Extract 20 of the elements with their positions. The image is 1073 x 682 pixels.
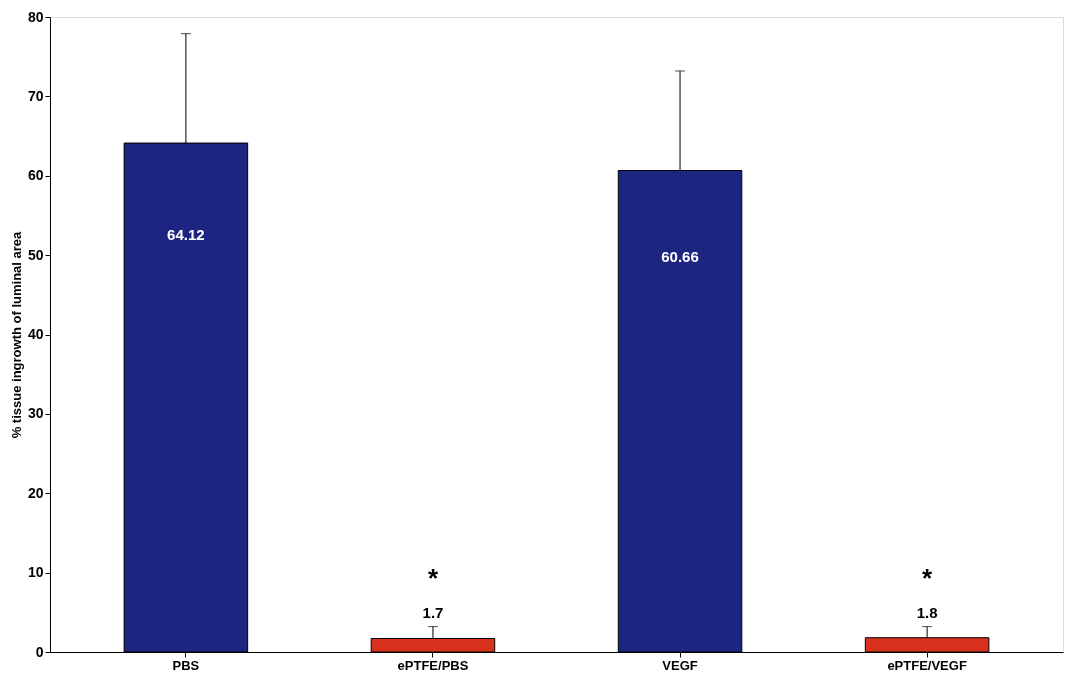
y-tick-label: 60	[27, 167, 44, 184]
data-label: 1.8	[916, 603, 938, 621]
y-tick-label: 50	[27, 246, 44, 263]
x-tick-label: VEGF	[662, 657, 698, 673]
x-tick-label: ePTFE/VEGF	[887, 657, 967, 673]
y-tick-label: 40	[27, 326, 44, 342]
y-tick-label: 70	[27, 87, 44, 104]
x-tick-label: ePTFE/PBS	[397, 657, 469, 673]
y-tick-label: 20	[27, 484, 44, 501]
y-tick-label: 30	[27, 405, 44, 422]
y-tick-label: 10	[27, 564, 44, 581]
data-label: 60.66	[661, 248, 699, 266]
annotation: *	[427, 562, 439, 593]
y-tick-label: 0	[35, 643, 44, 660]
data-label: 1.7	[422, 603, 444, 621]
y-axis-title: % tissue ingrowth of luminal area	[8, 230, 24, 439]
x-tick-label: PBS	[172, 657, 200, 673]
data-label: 64.12	[167, 225, 205, 243]
y-tick-label: 80	[27, 8, 44, 25]
annotation: *	[922, 562, 934, 593]
